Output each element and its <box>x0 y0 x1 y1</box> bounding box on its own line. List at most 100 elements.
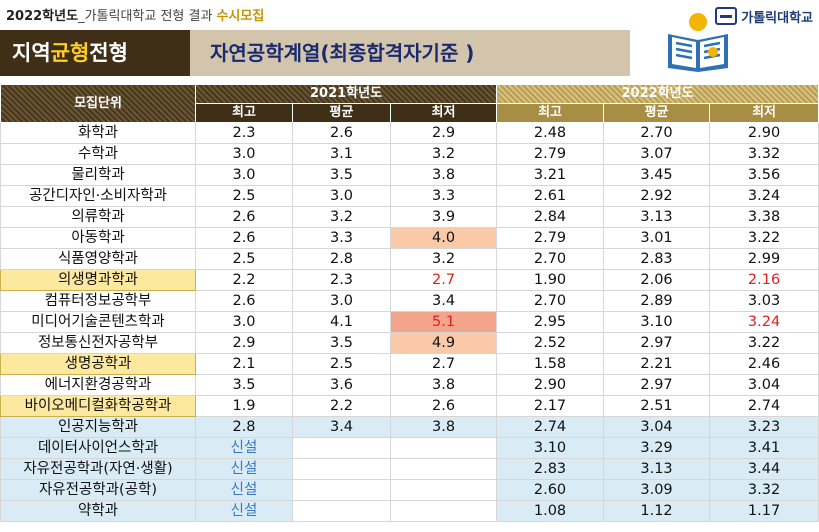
score-cell: 3.5 <box>292 164 391 186</box>
score-cell-empty <box>389 479 498 501</box>
person-reading-book-icon <box>668 13 728 72</box>
score-cell: 2.6 <box>195 227 293 249</box>
score-cell: 3.0 <box>292 290 391 312</box>
track-title: 지역균형전형 <box>0 30 190 76</box>
score-cell: 3.0 <box>195 311 293 333</box>
col-header: 평균 <box>603 103 711 123</box>
score-cell: 2.70 <box>496 290 605 312</box>
score-cell-red: 3.24 <box>709 311 819 333</box>
score-cell: 1.12 <box>603 500 711 522</box>
score-cell: 3.2 <box>292 206 391 228</box>
score-cell-empty <box>389 500 498 522</box>
dept-name: 아동학과 <box>0 227 196 249</box>
score-cell: 3.4 <box>389 290 498 312</box>
dept-name: 에너지환경공학과 <box>0 374 196 396</box>
score-cell-empty <box>292 479 391 501</box>
table-row-new: 약학과 신설 1.08 1.12 1.17 <box>0 500 819 522</box>
page-title: 자연공학계열(최종합격자기준 ) <box>210 41 475 65</box>
score-cell: 2.3 <box>292 269 391 291</box>
admission-tag: 수시모집 <box>216 9 265 24</box>
score-cell-highlighted: 4.9 <box>389 332 498 354</box>
score-cell-empty <box>389 458 498 480</box>
table-row-highlighted: 생명공학과 2.1 2.5 2.7 1.58 2.21 2.46 <box>0 353 819 375</box>
score-cell: 3.8 <box>389 416 498 438</box>
dept-name: 공간디자인·소비자학과 <box>0 185 196 207</box>
year-2021-header: 2021학년도 <box>194 84 498 104</box>
score-cell: 3.9 <box>389 206 498 228</box>
col-header: 최고 <box>195 103 293 123</box>
score-cell: 2.1 <box>195 353 293 375</box>
score-cell-empty <box>389 437 498 459</box>
score-cell: 2.5 <box>292 353 391 375</box>
score-cell: 3.0 <box>195 143 293 165</box>
score-cell: 2.5 <box>195 248 293 270</box>
score-cell-red: 2.16 <box>709 269 819 291</box>
score-cell: 3.24 <box>709 185 819 207</box>
score-cell: 2.79 <box>496 227 605 249</box>
table-row-highlighted: 의생명과학과 2.2 2.3 2.7 1.90 2.06 2.16 <box>0 269 819 291</box>
score-cell: 2.90 <box>496 374 605 396</box>
score-cell: 3.13 <box>603 458 711 480</box>
score-cell: 1.9 <box>195 395 293 417</box>
score-cell: 2.79 <box>496 143 605 165</box>
score-cell: 3.0 <box>195 164 293 186</box>
score-cell: 3.44 <box>709 458 819 480</box>
score-cell-highlighted: 4.0 <box>389 227 498 249</box>
score-cell: 2.3 <box>195 122 293 144</box>
dept-name: 수학과 <box>0 143 196 165</box>
score-cell: 3.1 <box>292 143 391 165</box>
score-cell: 1.17 <box>709 500 819 522</box>
table-row-new: 자유전공학과(자연·생활) 신설 2.83 3.13 3.44 <box>0 458 819 480</box>
score-cell: 3.0 <box>292 185 391 207</box>
score-cell: 2.6 <box>195 290 293 312</box>
score-cell: 2.48 <box>496 122 605 144</box>
score-cell-highlighted: 5.1 <box>389 311 498 333</box>
col-header: 최저 <box>389 103 498 123</box>
table-row-new: 데이터사이언스학과 신설 3.10 3.29 3.41 <box>0 437 819 459</box>
score-cell: 3.21 <box>496 164 605 186</box>
score-cell: 2.74 <box>496 416 605 438</box>
track-title-highlight: 균형 <box>50 41 90 65</box>
dept-name: 미디어기술콘텐츠학과 <box>0 311 196 333</box>
score-cell: 3.32 <box>709 143 819 165</box>
logo-text: 가톨릭대학교 <box>741 10 813 26</box>
dept-name: 물리학과 <box>0 164 196 186</box>
score-cell: 3.22 <box>709 332 819 354</box>
score-cell: 3.10 <box>496 437 605 459</box>
score-cell: 3.13 <box>603 206 711 228</box>
score-cell: 3.32 <box>709 479 819 501</box>
title-banner: 지역균형전형 자연공학계열(최종합격자기준 ) <box>0 30 630 76</box>
score-cell: 3.5 <box>292 332 391 354</box>
col-header: 평균 <box>292 103 391 123</box>
dept-name: 의류학과 <box>0 206 196 228</box>
score-cell: 2.06 <box>603 269 711 291</box>
score-cell: 3.5 <box>195 374 293 396</box>
score-cell: 2.83 <box>496 458 605 480</box>
subtitle-label: _가톨릭대학교 전형 결과 <box>78 9 213 24</box>
score-cell: 2.6 <box>389 395 498 417</box>
table-row: 아동학과 2.6 3.3 4.0 2.79 3.01 3.22 <box>0 227 819 249</box>
score-cell: 2.99 <box>709 248 819 270</box>
table-row: 미디어기술콘텐츠학과 3.0 4.1 5.1 2.95 3.10 3.24 <box>0 311 819 333</box>
dept-name: 약학과 <box>0 500 196 522</box>
score-cell: 2.90 <box>709 122 819 144</box>
score-cell: 3.23 <box>709 416 819 438</box>
score-cell: 2.51 <box>603 395 711 417</box>
score-cell: 3.6 <box>292 374 391 396</box>
score-cell: 2.17 <box>496 395 605 417</box>
score-cell: 4.1 <box>292 311 391 333</box>
dept-name: 생명공학과 <box>0 353 196 375</box>
dept-name: 식품영양학과 <box>0 248 196 270</box>
track-title-part: 지역 <box>12 41 51 65</box>
score-cell: 3.04 <box>709 374 819 396</box>
admission-results-table: 모집단위 2021학년도 2022학년도 최고 평균 최저 최고 평균 최저 화… <box>0 84 819 522</box>
score-cell: 3.41 <box>709 437 819 459</box>
dept-name: 의생명과학과 <box>0 269 196 291</box>
score-cell: 2.52 <box>496 332 605 354</box>
new-program-label: 신설 <box>195 500 293 522</box>
score-cell: 3.56 <box>709 164 819 186</box>
table-row: 공간디자인·소비자학과 2.5 3.0 3.3 2.61 2.92 3.24 <box>0 185 819 207</box>
dept-name: 인공지능학과 <box>0 416 196 438</box>
score-cell: 3.45 <box>603 164 711 186</box>
score-cell: 2.84 <box>496 206 605 228</box>
